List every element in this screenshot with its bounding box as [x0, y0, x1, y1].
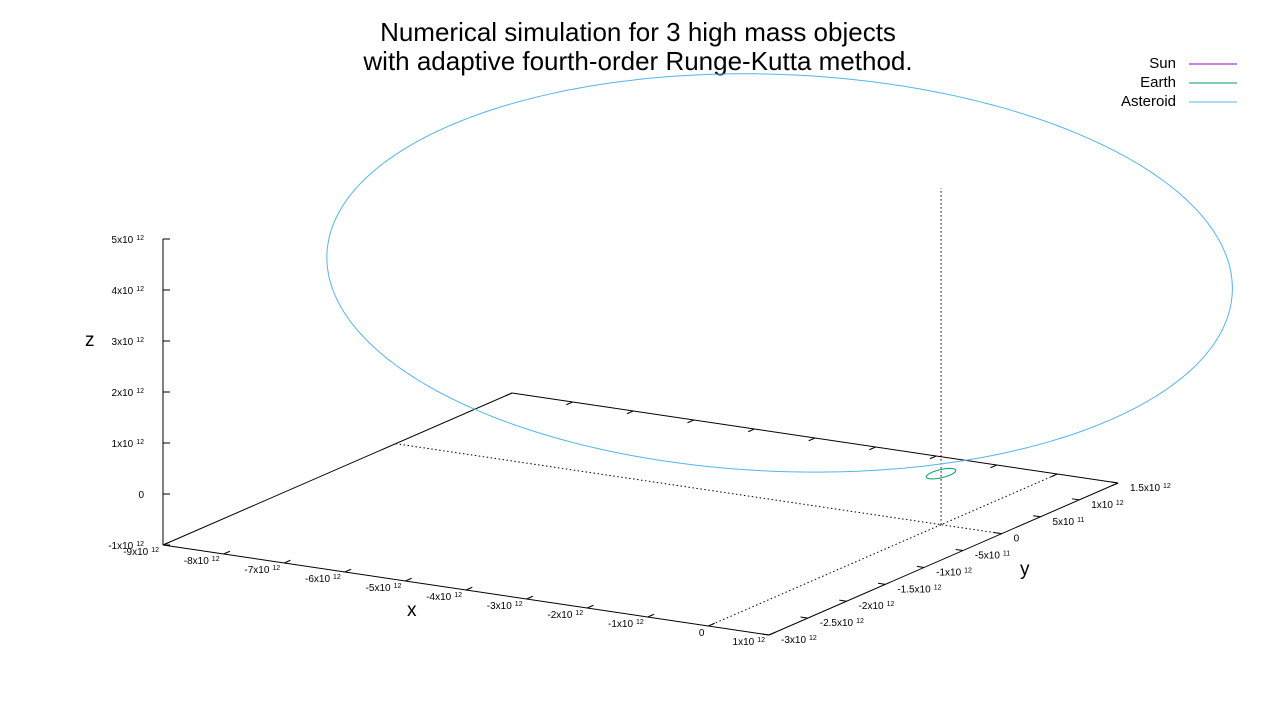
- y-tick-label: -1x10 12: [936, 567, 972, 578]
- x-tick-mark-back: [687, 419, 694, 424]
- x-tick-mark: [223, 550, 231, 555]
- chart-title: Numerical simulation for 3 high mass obj…: [362, 17, 912, 76]
- legend-entry-asteroid[interactable]: Asteroid: [1121, 93, 1237, 110]
- x-tick-mark-back: [929, 455, 937, 460]
- y-tick-mark: [916, 565, 925, 568]
- x-axis-ticks: -9x10 12 -8x10 12 -7x10 12 -6x10 12 -5x10 12 -4x10…: [123, 392, 1119, 648]
- z-tick-label: 5x10 12: [112, 235, 145, 246]
- y-tick-mark: [1033, 515, 1041, 518]
- x-tick-label: -6x10 12: [305, 574, 341, 585]
- y-tick-mark: [877, 582, 886, 585]
- x-tick-label: -4x10 12: [426, 592, 462, 603]
- x-tick-mark-back: [1111, 482, 1119, 487]
- x-tick-mark-back: [566, 401, 573, 406]
- x-axis-label: x: [407, 600, 417, 621]
- y-tick-mark: [761, 633, 770, 636]
- x-tick-mark: [587, 604, 594, 609]
- y-axis-label: y: [1020, 559, 1030, 580]
- z-axis-label: z: [85, 330, 95, 351]
- z-tick-label: 1x10 12: [112, 439, 145, 450]
- x-tick-label: -2x10 12: [547, 610, 583, 621]
- x-tick-mark: [768, 631, 776, 636]
- y-tick-label: 1x10 12: [1091, 500, 1124, 511]
- y-tick-label: -2x10 12: [859, 601, 895, 612]
- x-tick-label: -1x10 12: [608, 619, 644, 630]
- x-tick-label: -7x10 12: [244, 565, 280, 576]
- legend: Sun Earth Asteroid: [1121, 55, 1237, 110]
- x-tick-mark-back: [808, 437, 816, 442]
- x-tick-label: 0: [699, 628, 705, 639]
- series-line-asteroid: [326, 73, 1233, 473]
- guide-x-zero: [708, 473, 1058, 627]
- chart-title-line-2: with adaptive fourth-order Runge-Kutta m…: [362, 46, 912, 76]
- x-tick-label: -3x10 12: [487, 601, 523, 612]
- x-tick-label: -9x10 12: [123, 547, 159, 558]
- projection-guides: [395, 188, 1058, 627]
- y-tick-label: 5x10 11: [1052, 517, 1084, 528]
- y-tick-mark: [800, 616, 808, 619]
- z-tick-label: 2x10 12: [112, 388, 145, 399]
- y-tick-mark: [955, 548, 963, 552]
- x-tick-mark: [465, 586, 473, 591]
- legend-label-earth: Earth: [1140, 74, 1176, 91]
- x-tick-mark-back: [990, 464, 997, 469]
- x-tick-mark-back: [869, 446, 876, 451]
- series-layer: [326, 73, 1233, 480]
- y-tick-label: -1.5x10 12: [897, 584, 941, 595]
- y-tick-mark: [1110, 481, 1119, 484]
- legend-entry-earth[interactable]: Earth: [1140, 74, 1237, 91]
- x-tick-mark: [647, 613, 655, 618]
- x-tick-mark-back: [747, 428, 755, 433]
- x-tick-mark-back: [626, 410, 634, 415]
- y-axis-ticks: -3x10 12-2.5x10 12 -2x10 12-1.5x10 12 -1x10 12-…: [761, 481, 1171, 646]
- y-tick-mark: [1071, 498, 1080, 501]
- x-tick-mark: [344, 568, 352, 573]
- x-tick-label: 1x10 12: [733, 637, 766, 648]
- guide-y-zero: [395, 443, 1002, 535]
- z-tick-label: 0: [138, 490, 144, 501]
- x-tick-label: -5x10 12: [366, 583, 402, 594]
- y-tick-label: 1.5x10 12: [1130, 483, 1171, 494]
- z-tick-label: 3x10 12: [112, 337, 145, 348]
- x-tick-mark: [405, 577, 412, 582]
- x-tick-mark: [526, 595, 534, 600]
- y-axis-line: [768, 482, 1119, 636]
- z-tick-label: 4x10 12: [112, 286, 145, 297]
- x-tick-mark: [284, 559, 291, 564]
- legend-label-sun: Sun: [1149, 55, 1176, 72]
- y-tick-label: 0: [1014, 534, 1020, 545]
- y-tick-label: -3x10 12: [781, 635, 817, 646]
- z-tick-label: -1x10 12: [108, 541, 144, 552]
- x-tick-mark-back: [1050, 473, 1058, 478]
- y-tick-mark: [994, 532, 1002, 535]
- y-tick-label: -5x10 11: [975, 551, 1010, 562]
- y-tick-label: -2.5x10 12: [820, 618, 864, 629]
- x-tick-mark-back: [505, 392, 513, 397]
- legend-label-asteroid: Asteroid: [1121, 93, 1176, 110]
- x-tick-label: -8x10 12: [184, 556, 220, 567]
- x-tick-mark: [708, 622, 715, 627]
- z-axis-ticks: -1x10 12 0 1x10 12 2x10 12 3x10 12 4x10 12 5x10 12: [108, 235, 170, 552]
- back-x-min-edge: [162, 392, 513, 546]
- legend-entry-sun[interactable]: Sun: [1149, 55, 1237, 72]
- chart-title-line-1: Numerical simulation for 3 high mass obj…: [380, 17, 896, 47]
- y-tick-mark: [839, 599, 847, 602]
- series-line-earth: [925, 467, 957, 480]
